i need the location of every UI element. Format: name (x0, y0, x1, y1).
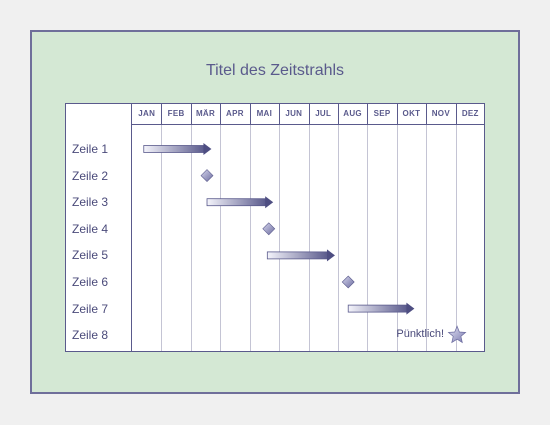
grid-line (279, 125, 281, 351)
month-divider (367, 104, 369, 125)
star-icon (447, 325, 467, 344)
month-label: MAI (256, 109, 273, 118)
month-divider (308, 104, 310, 125)
month-divider (396, 104, 398, 125)
month-header: JAN FEB MÄR APR MAI JUN JUL AUG SEP OKT NOV DEZ (132, 104, 484, 125)
row-label: Zeile 1 (72, 142, 109, 156)
arrow-head-icon (406, 302, 415, 315)
row-label: Zeile 2 (72, 168, 109, 183)
month-divider (455, 104, 457, 125)
row-label: Zeile 8 (72, 328, 109, 343)
row-label: Zeile 6 (72, 275, 109, 289)
row-label: Zeile 4 (72, 221, 109, 236)
arrow-head-icon (203, 143, 212, 155)
grid-line (249, 125, 251, 351)
milestone-diamond-icon (341, 275, 355, 289)
task-bar (206, 198, 267, 207)
task-bar (143, 145, 205, 153)
task-bar (266, 251, 329, 260)
arrow-head-icon (326, 249, 335, 262)
timeline-title: Titel des Zeitstrahls (205, 62, 345, 79)
month-divider (220, 104, 222, 125)
row-label: Zeile 3 (72, 195, 109, 210)
month-divider (161, 104, 163, 125)
milestone-diamond-icon (200, 169, 214, 183)
month-divider (426, 104, 428, 125)
grid-line (308, 125, 310, 351)
month-divider (190, 104, 192, 125)
month-label: APR (226, 109, 244, 118)
month-divider (249, 104, 251, 125)
month-label: JUN (285, 109, 303, 118)
arrow-head-icon (265, 196, 274, 209)
month-label: FEB (167, 109, 185, 118)
task-bar (347, 304, 408, 313)
grid-line (396, 125, 398, 351)
month-label: SEP (373, 109, 391, 118)
month-label: OKT (402, 109, 421, 118)
grid-line (367, 125, 369, 351)
month-label: NOV (431, 109, 450, 118)
grid-line (426, 125, 428, 351)
timeline-marks (143, 143, 467, 344)
row-label-column: Zeile 1 Zeile 2 Zeile 3 Zeile 4 Zeile 5 Zeile… (66, 104, 132, 351)
row-label: Zeile 5 (72, 248, 109, 263)
month-label: JAN (138, 109, 156, 118)
grid-line (337, 125, 339, 351)
grid-line (161, 125, 163, 351)
grid-line (220, 125, 222, 351)
grid-line (455, 125, 457, 351)
month-divider (337, 104, 339, 125)
timeline-chart: Zeile 1 Zeile 2 Zeile 3 Zeile 4 Zeile 5 Zeile… (65, 103, 485, 352)
row-label: Zeile 7 (72, 301, 109, 316)
month-label: DEZ (461, 109, 479, 118)
month-divider (279, 104, 281, 125)
milestone-diamond-icon (262, 222, 276, 236)
month-label: MÄR (195, 109, 216, 118)
milestone-note: Pünktlich! (396, 328, 445, 341)
month-label: AUG (343, 109, 362, 118)
month-label: JUL (315, 109, 332, 118)
grid-line (190, 125, 192, 351)
